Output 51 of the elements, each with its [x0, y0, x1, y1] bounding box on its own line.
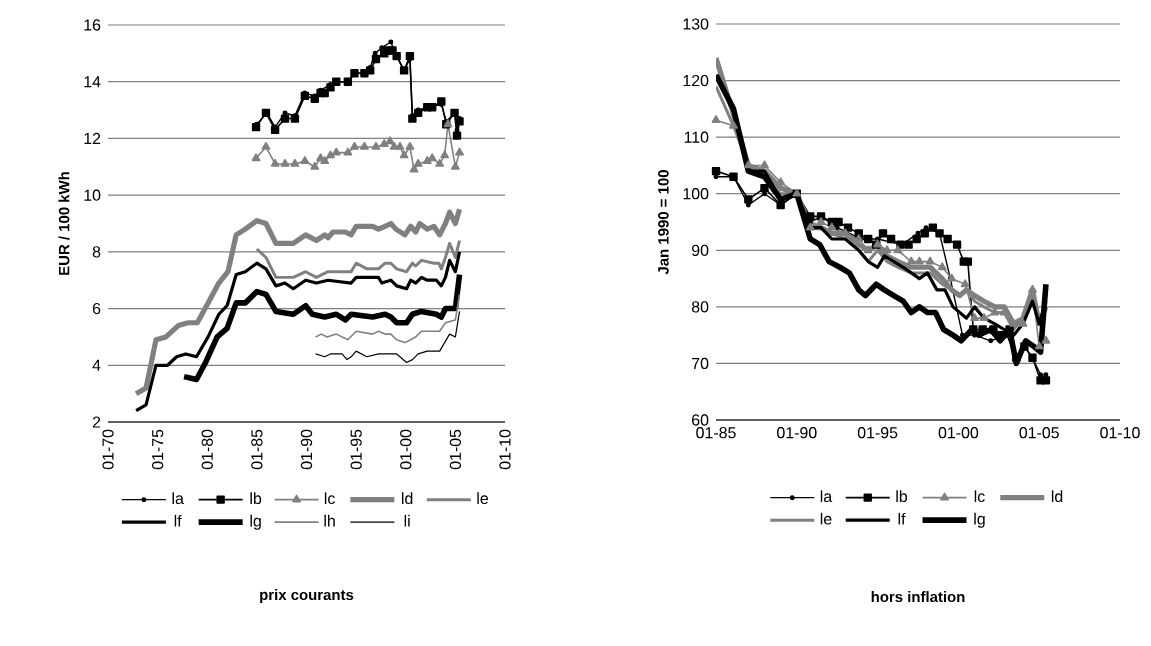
- x-tick-label: 01-80: [201, 429, 213, 470]
- x-tick-label: 01-85: [696, 427, 736, 439]
- legend-label: lc: [324, 492, 335, 505]
- y-tick-label: 8: [92, 246, 101, 258]
- legend-label: lc: [974, 490, 985, 503]
- y-tick-label: 110: [684, 131, 709, 143]
- legend-label: ld: [402, 492, 413, 505]
- y-tick-label: 14: [84, 76, 101, 88]
- legend-label: lf: [174, 514, 182, 527]
- text: hors inflation: [871, 591, 965, 603]
- legend-label: la: [172, 492, 184, 505]
- x-tick-label: 01-00: [400, 429, 412, 470]
- y-tick-label: 130: [683, 18, 709, 30]
- x-tick-label: 01-90: [777, 427, 817, 439]
- y-tick-label: 90: [691, 244, 709, 256]
- legend-label: lh: [324, 514, 335, 527]
- x-tick-label: 01-00: [938, 427, 979, 439]
- x-tick-label: 01-85: [251, 429, 263, 470]
- x-tick-label: 01-95: [857, 427, 898, 439]
- x-tick-label: 01-10: [1100, 427, 1140, 439]
- y-tick-label: 16: [84, 19, 101, 31]
- x-tick-label: 01-90: [300, 429, 313, 470]
- legend-label: li: [404, 514, 410, 527]
- y-tick-label: 100: [683, 188, 709, 200]
- y-axis-title: EUR / 100 kWh: [58, 172, 70, 275]
- x-tick-label: 01-75: [151, 429, 164, 470]
- text: prix courants: [260, 589, 354, 604]
- y-tick-label: 12: [84, 132, 101, 144]
- x-tick-label: 01-05: [449, 429, 462, 470]
- legend-label: la: [820, 490, 833, 503]
- y-tick-label: 2: [92, 416, 101, 428]
- y-tick-label: 6: [92, 302, 101, 315]
- legend-label: lf: [898, 512, 906, 525]
- x-tick-label: 01-70: [102, 429, 114, 470]
- x-tick-label: 01-05: [1019, 427, 1059, 439]
- y-tick-label: 10: [84, 189, 101, 201]
- legend-label: lb: [250, 492, 262, 505]
- x-tick-label: 01-95: [350, 429, 362, 470]
- y-tick-label: 80: [691, 301, 709, 313]
- y-tick-label: 70: [692, 357, 709, 370]
- legend-label: ld: [1051, 490, 1063, 503]
- legend-label: lg: [974, 512, 985, 528]
- legend-label: lg: [250, 514, 261, 530]
- legend-label: le: [820, 512, 832, 525]
- x-tick-label: 01-10: [499, 429, 511, 470]
- legend-label: lb: [896, 490, 908, 503]
- y-tick-label: 120: [683, 74, 709, 87]
- y-tick-label: 60: [692, 414, 709, 426]
- y-axis-title: Jan 1990 = 100: [658, 170, 669, 275]
- y-tick-label: 4: [92, 359, 101, 371]
- legend-label: le: [477, 492, 489, 505]
